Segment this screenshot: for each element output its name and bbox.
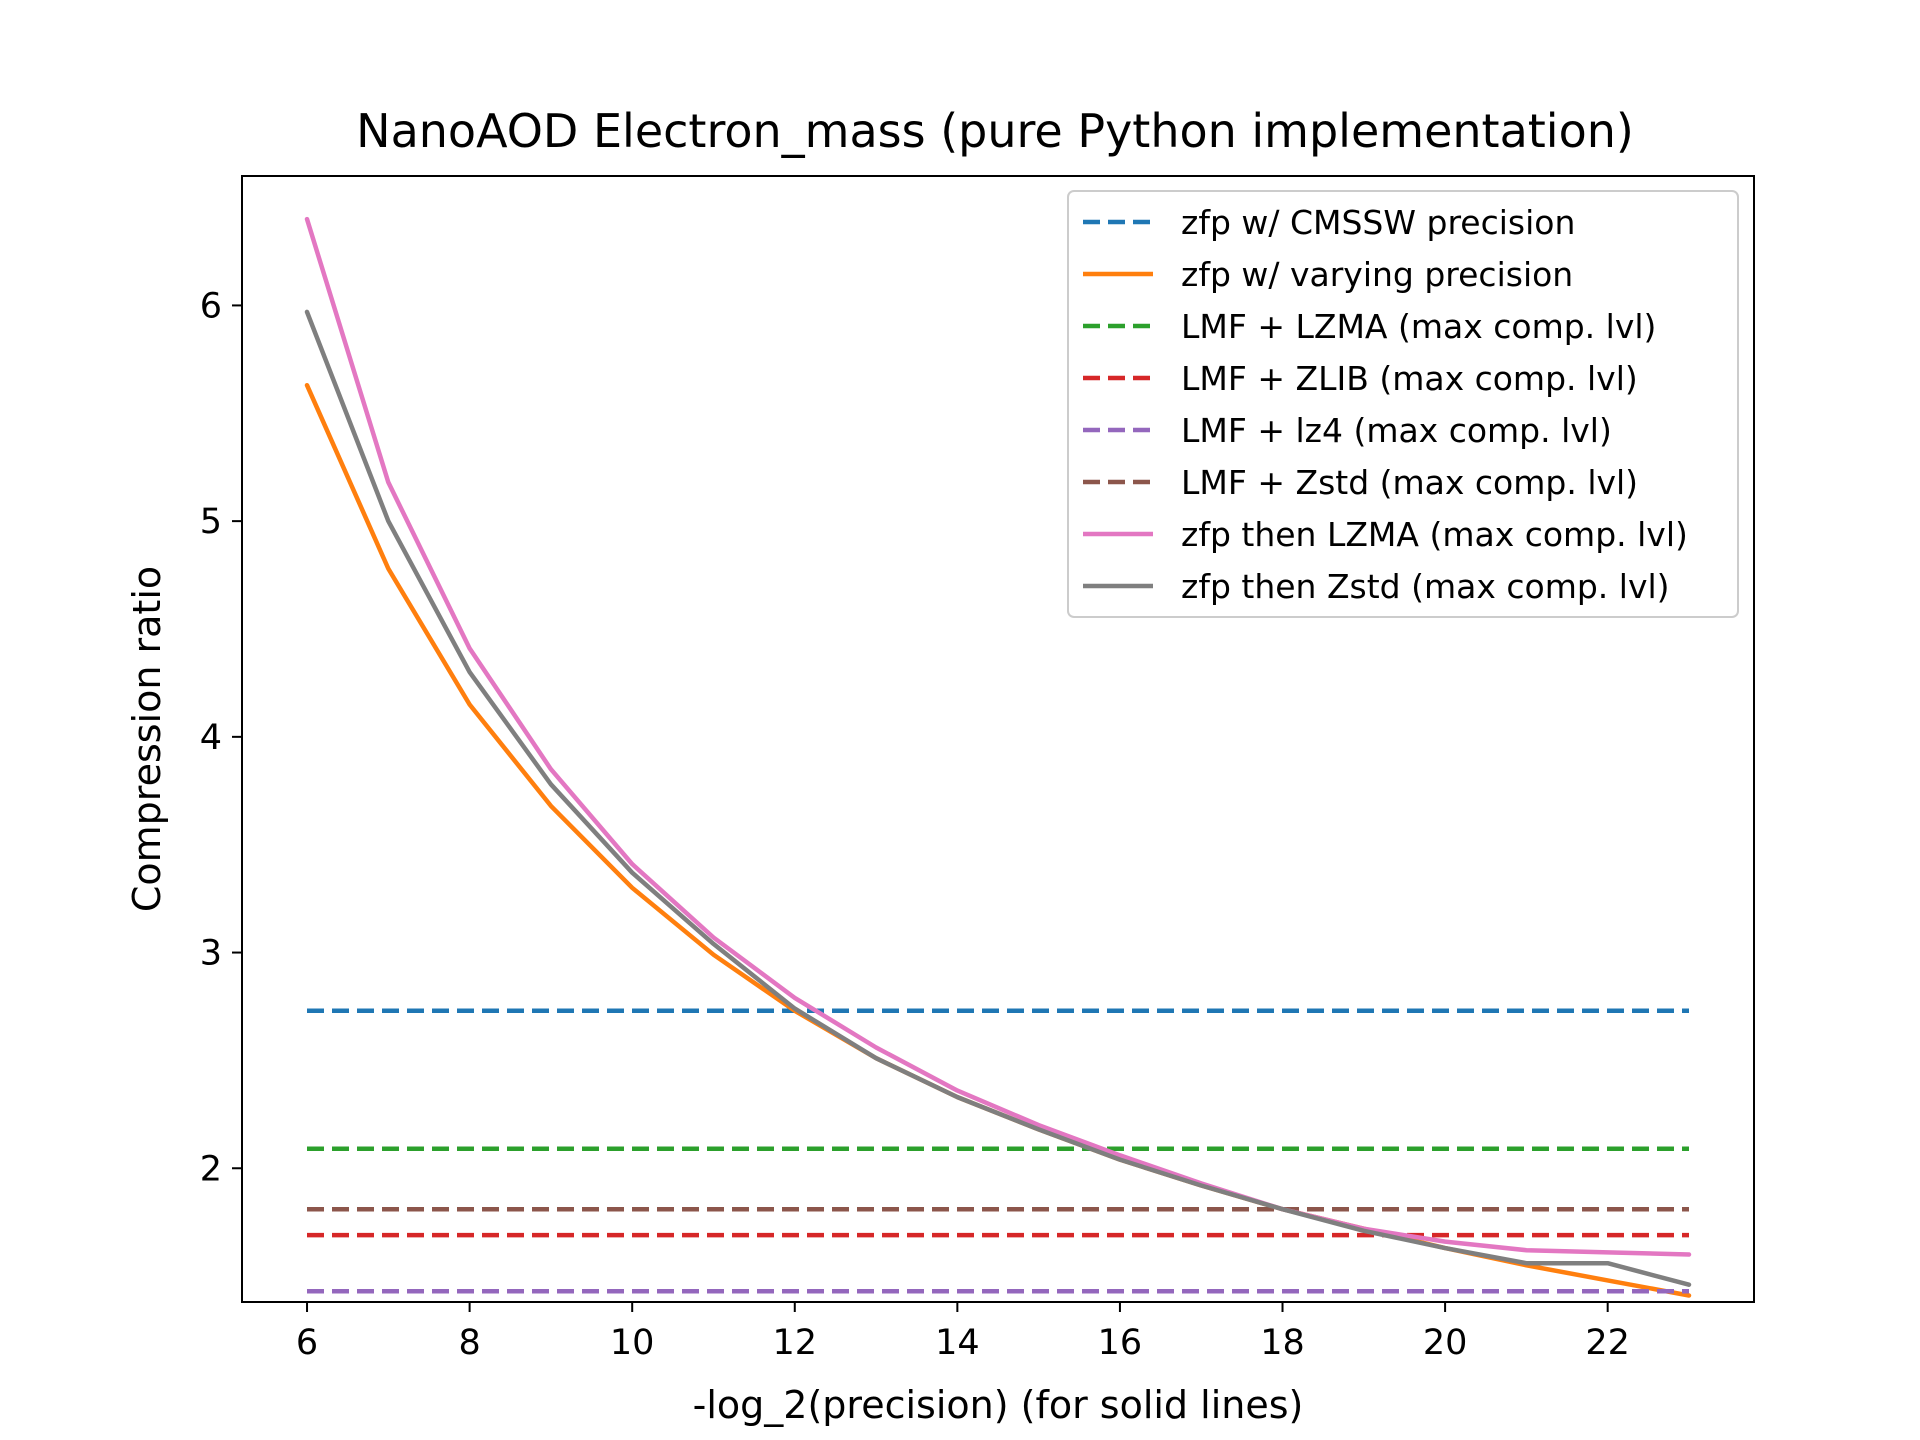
x-tick-label: 10 [610, 1323, 655, 1363]
y-tick-label: 5 [200, 502, 222, 542]
x-tick-label: 14 [935, 1323, 980, 1363]
series-line-7 [304, 216, 1692, 1257]
series-layer [304, 216, 1692, 1298]
chart-title: NanoAOD Electron_mass (pure Python imple… [356, 104, 1634, 158]
x-tick-label: 18 [1260, 1323, 1305, 1363]
legend-label-4: LMF + ZLIB (max comp. lvl) [1181, 359, 1638, 398]
y-axis-label: Compression ratio [125, 566, 169, 912]
legend-label-7: zfp then LZMA (max comp. lvl) [1181, 515, 1688, 554]
x-tick-label: 22 [1585, 1323, 1630, 1363]
x-tick-label: 16 [1098, 1323, 1143, 1363]
legend-label-5: LMF + lz4 (max comp. lvl) [1181, 411, 1612, 450]
y-tick-label: 3 [200, 934, 222, 974]
x-tick-label: 20 [1423, 1323, 1468, 1363]
legend-frame [1067, 190, 1739, 618]
legend-label-8: zfp then Zstd (max comp. lvl) [1181, 567, 1670, 606]
x-axis: 6 8 10 12 14 16 18 20 22 [296, 1302, 1630, 1363]
plot-frame [241, 175, 1755, 1303]
legend: zfp w/ CMSSW precision zfp w/ varying pre… [1067, 190, 1739, 618]
x-axis-label: -log_2(precision) (for solid lines) [693, 1383, 1304, 1427]
x-tick-label: 12 [773, 1323, 818, 1363]
x-tick-label: 8 [458, 1323, 480, 1363]
legend-label-3: LMF + LZMA (max comp. lvl) [1181, 307, 1656, 346]
legend-label-6: LMF + Zstd (max comp. lvl) [1181, 463, 1638, 502]
legend-entries: zfp w/ CMSSW precision zfp w/ varying pre… [1083, 203, 1688, 606]
y-tick-label: 4 [200, 718, 222, 758]
y-tick-label: 2 [200, 1149, 222, 1189]
legend-label-1: zfp w/ CMSSW precision [1181, 203, 1575, 242]
legend-label-2: zfp w/ varying precision [1181, 255, 1573, 294]
x-tick-label: 6 [296, 1323, 318, 1363]
y-axis: 2 3 4 5 6 [200, 286, 242, 1189]
y-tick-label: 6 [200, 286, 222, 326]
series-line-8 [304, 309, 1692, 1287]
